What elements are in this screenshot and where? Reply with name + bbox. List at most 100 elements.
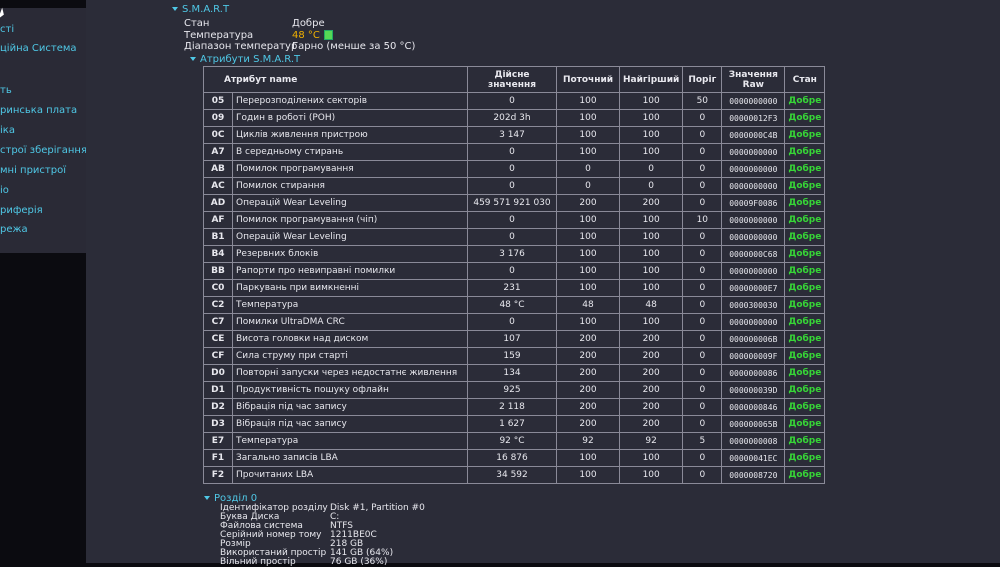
raw-value: 000000039D bbox=[721, 381, 786, 399]
sidebar-item-peripherals[interactable]: риферія bbox=[0, 205, 43, 216]
threshold-value: 0 bbox=[682, 449, 723, 467]
sidebar-item-audio[interactable]: іо bbox=[0, 185, 9, 196]
smart-attributes-node[interactable]: Атрибути S.M.A.R.T bbox=[190, 54, 300, 65]
attribute-name: Паркувань при вимкненні bbox=[232, 279, 468, 297]
table-row[interactable]: C0 Паркувань при вимкненні 231 100 100 0 00000… bbox=[203, 279, 826, 297]
attribute-id: BB bbox=[203, 262, 233, 280]
current-value: 100 bbox=[556, 279, 620, 297]
table-row[interactable]: D3 Вібрація під час запису 1 627 200 200 0 000… bbox=[203, 415, 826, 433]
sidebar-item-os[interactable]: ційна Система bbox=[0, 43, 77, 54]
worst-value: 100 bbox=[618, 279, 684, 297]
column-header-status[interactable]: Стан bbox=[784, 66, 826, 93]
attribute-name: Прочитаних LBA bbox=[232, 466, 468, 484]
status-value: Добре bbox=[784, 466, 826, 484]
current-value: 100 bbox=[556, 228, 620, 246]
table-row[interactable]: 09 Годин в роботі (POH) 202d 3h 100 100 0 0000… bbox=[203, 109, 826, 127]
smart-node[interactable]: S.M.A.R.T bbox=[172, 4, 229, 15]
expand-triangle-icon bbox=[204, 496, 210, 500]
sidebar-item-network[interactable]: режа bbox=[0, 224, 28, 235]
current-value: 0 bbox=[556, 177, 620, 195]
status-value: Добре bbox=[784, 364, 826, 382]
status-label: Стан bbox=[184, 18, 210, 29]
worst-value: 100 bbox=[618, 211, 684, 229]
table-row[interactable]: D2 Вібрація під час запису 2 118 200 200 0 000… bbox=[203, 398, 826, 416]
raw-value: 0000000000 bbox=[721, 211, 786, 229]
table-row[interactable]: D1 Продуктивність пошуку офлайн 925 200 200 0… bbox=[203, 381, 826, 399]
status-value: Добре bbox=[784, 398, 826, 416]
table-row[interactable]: F2 Прочитаних LBA 34 592 100 100 0 0000008720 Д… bbox=[203, 466, 826, 484]
table-row[interactable]: A7 В середньому стирань 0 100 100 0 0000000000… bbox=[203, 143, 826, 161]
table-row[interactable]: 0C Циклів живлення пристрою 3 147 100 100 0 00… bbox=[203, 126, 826, 144]
expand-triangle-icon bbox=[190, 57, 196, 61]
actual-value: 0 bbox=[467, 211, 557, 229]
worst-value: 200 bbox=[618, 415, 684, 433]
filesystem-label: Файлова система bbox=[220, 521, 303, 531]
actual-value: 0 bbox=[467, 228, 557, 246]
raw-value: 0000000000 bbox=[721, 177, 786, 195]
attribute-id: AC bbox=[203, 177, 233, 195]
current-value: 100 bbox=[556, 449, 620, 467]
table-row[interactable]: CE Висота головки над диском 107 200 200 0 000… bbox=[203, 330, 826, 348]
sidebar-item-memory[interactable]: ть bbox=[0, 85, 12, 96]
table-row[interactable]: E7 Температура 92 °C 92 92 5 0000000008 Добре bbox=[203, 432, 826, 450]
table-row[interactable]: B1 Операцій Wear Leveling 0 100 100 0 00000000… bbox=[203, 228, 826, 246]
free-space-label: Вільний простір bbox=[220, 557, 296, 567]
raw-value: 0000000846 bbox=[721, 398, 786, 416]
worst-value: 200 bbox=[618, 347, 684, 365]
status-value: Добре bbox=[784, 143, 826, 161]
table-row[interactable]: AD Операцій Wear Leveling 459 571 921 030 2… bbox=[203, 194, 826, 212]
worst-value: 100 bbox=[618, 262, 684, 280]
actual-value: 3 147 bbox=[467, 126, 557, 144]
table-row[interactable]: CF Сила струму при старті 159 200 200 0 000000… bbox=[203, 347, 826, 365]
sidebar-item-storage[interactable]: строї зберігання bbox=[0, 145, 87, 156]
sidebar-item-optical[interactable]: мні пристрої bbox=[0, 165, 66, 176]
status-value: Добре bbox=[784, 109, 826, 127]
smart-range-row: Діапазон температур Гарно (менше за 50 °… bbox=[184, 41, 524, 53]
column-header-current[interactable]: Поточний bbox=[556, 66, 620, 93]
partition-node[interactable]: Розділ 0 bbox=[204, 493, 257, 504]
actual-value: 0 bbox=[467, 262, 557, 280]
table-row[interactable]: 05 Перерозподілених секторів 0 100 100 50 0000… bbox=[203, 92, 826, 110]
current-value: 200 bbox=[556, 381, 620, 399]
actual-value: 1 627 bbox=[467, 415, 557, 433]
attribute-id: CF bbox=[203, 347, 233, 365]
table-row[interactable]: AC Помилок стирання 0 0 0 0 0000000000 Добре bbox=[203, 177, 826, 195]
actual-value: 925 bbox=[467, 381, 557, 399]
table-row[interactable]: C7 Помилки UltraDMA CRC 0 100 100 0 0000000000… bbox=[203, 313, 826, 331]
attribute-name: Операцій Wear Leveling bbox=[232, 194, 468, 212]
attribute-id: F2 bbox=[203, 466, 233, 484]
size-label: Розмір bbox=[220, 539, 251, 549]
table-row[interactable]: C2 Температура 48 °C 48 48 0 0000300030 Добре bbox=[203, 296, 826, 314]
actual-value: 34 592 bbox=[467, 466, 557, 484]
status-value: Добре bbox=[784, 194, 826, 212]
table-row[interactable]: B4 Резервних блоків 3 176 100 100 0 0000000C68… bbox=[203, 245, 826, 263]
table-row[interactable]: BB Рапорти про невиправні помилки 0 100 100 0… bbox=[203, 262, 826, 280]
size-value: 218 GB bbox=[330, 539, 364, 549]
column-header-worst[interactable]: Найгірший bbox=[618, 66, 684, 93]
threshold-value: 0 bbox=[682, 466, 723, 484]
attribute-name: Температура bbox=[232, 432, 468, 450]
attribute-id: F1 bbox=[203, 449, 233, 467]
column-header-raw[interactable]: Значення Raw bbox=[721, 66, 786, 93]
sidebar-item-motherboard[interactable]: ринська плата bbox=[0, 105, 78, 116]
threshold-value: 0 bbox=[682, 109, 723, 127]
actual-value: 0 bbox=[467, 160, 557, 178]
current-value: 200 bbox=[556, 398, 620, 416]
column-header-threshold[interactable]: Поріг bbox=[682, 66, 723, 93]
table-row[interactable]: AB Помилок програмування 0 0 0 0 0000000000 Доб… bbox=[203, 160, 826, 178]
current-value: 200 bbox=[556, 330, 620, 348]
column-header-actual[interactable]: Дійсне значення bbox=[467, 66, 557, 93]
attribute-id: 05 bbox=[203, 92, 233, 110]
sidebar-item-summary[interactable]: сті bbox=[0, 24, 15, 35]
table-row[interactable]: D0 Повторні запуски через недостатнє живл… bbox=[203, 364, 826, 382]
raw-value: 000000006B bbox=[721, 330, 786, 348]
smart-title: S.M.A.R.T bbox=[182, 4, 230, 15]
table-row[interactable]: AF Помилок програмування (чіп) 0 100 100 10 00… bbox=[203, 211, 826, 229]
table-row[interactable]: F1 Загально записів LBA 16 876 100 100 0 00000… bbox=[203, 449, 826, 467]
status-value: Добре bbox=[784, 211, 826, 229]
sidebar-item-graphics[interactable]: іка bbox=[0, 125, 15, 136]
expand-triangle-icon bbox=[172, 7, 178, 11]
attribute-id: 0C bbox=[203, 126, 233, 144]
column-header-attribute[interactable]: Атрибут name bbox=[203, 66, 468, 93]
threshold-value: 0 bbox=[682, 313, 723, 331]
